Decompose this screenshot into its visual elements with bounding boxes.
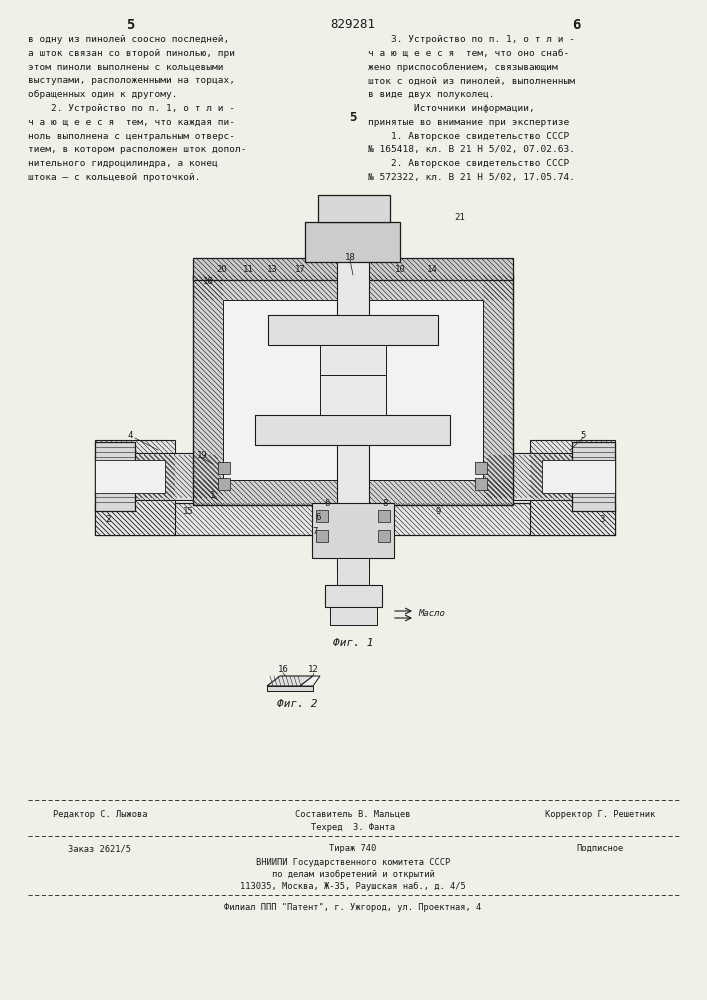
- Text: Редактор С. Лыжова: Редактор С. Лыжова: [53, 810, 147, 819]
- Polygon shape: [572, 442, 615, 511]
- Polygon shape: [300, 676, 320, 686]
- Text: тием, в котором расположен шток допол-: тием, в котором расположен шток допол-: [28, 145, 247, 154]
- Text: 5: 5: [580, 430, 585, 440]
- Text: 3. Устройство по п. 1, о т л и -: 3. Устройство по п. 1, о т л и -: [368, 35, 575, 44]
- Text: Составитель В. Мальцев: Составитель В. Мальцев: [296, 810, 411, 819]
- Text: этом пиноли выполнены с кольцевыми: этом пиноли выполнены с кольцевыми: [28, 63, 223, 72]
- Polygon shape: [218, 462, 230, 474]
- Text: 6: 6: [315, 514, 321, 522]
- Text: № 572322, кл. В 21 Н 5/02, 17.05.74.: № 572322, кл. В 21 Н 5/02, 17.05.74.: [368, 173, 575, 182]
- Text: обращенных один к другому.: обращенных один к другому.: [28, 90, 177, 99]
- Text: 5: 5: [126, 18, 134, 32]
- Polygon shape: [95, 440, 175, 535]
- Text: 16: 16: [278, 664, 288, 674]
- Text: 16: 16: [203, 277, 214, 286]
- Text: Корректор Г. Решетник: Корректор Г. Решетник: [545, 810, 655, 819]
- Polygon shape: [267, 686, 313, 691]
- Text: а шток связан со второй пинолью, при: а шток связан со второй пинолью, при: [28, 49, 235, 58]
- Polygon shape: [255, 415, 450, 445]
- Text: 14: 14: [426, 265, 438, 274]
- Text: 15: 15: [182, 508, 194, 516]
- Text: 4: 4: [127, 430, 133, 440]
- Text: 8: 8: [382, 498, 387, 508]
- Text: ВНИИПИ Государственного комитета СССР: ВНИИПИ Государственного комитета СССР: [256, 858, 450, 867]
- Text: выступами, расположенными на торцах,: выступами, расположенными на торцах,: [28, 76, 235, 85]
- Text: 20: 20: [216, 265, 228, 274]
- Polygon shape: [378, 510, 390, 522]
- Text: 7: 7: [312, 528, 317, 536]
- Text: 6: 6: [572, 18, 580, 32]
- Polygon shape: [475, 462, 487, 474]
- Text: нительного гидроцилиндра, а конец: нительного гидроцилиндра, а конец: [28, 159, 218, 168]
- Text: ноль выполнена с центральным отверс-: ноль выполнена с центральным отверс-: [28, 132, 235, 141]
- Polygon shape: [530, 440, 615, 535]
- Text: Фиг. 2: Фиг. 2: [276, 699, 317, 709]
- Text: в виде двух полуколец.: в виде двух полуколец.: [368, 90, 494, 99]
- Polygon shape: [337, 205, 369, 570]
- Text: Тираж 740: Тираж 740: [329, 844, 377, 853]
- Text: 10: 10: [395, 265, 405, 274]
- Polygon shape: [337, 558, 369, 585]
- Text: 2: 2: [105, 516, 111, 524]
- Text: 6: 6: [325, 498, 329, 508]
- Polygon shape: [223, 300, 483, 480]
- Polygon shape: [316, 530, 328, 542]
- Polygon shape: [95, 503, 615, 535]
- Polygon shape: [325, 585, 382, 607]
- Text: 19: 19: [197, 452, 207, 460]
- Text: принятые во внимание при экспертизе: принятые во внимание при экспертизе: [368, 118, 569, 127]
- Polygon shape: [95, 442, 135, 511]
- Text: шток с одной из пинолей, выполненным: шток с одной из пинолей, выполненным: [368, 76, 575, 85]
- Text: Техред  З. Фанта: Техред З. Фанта: [311, 823, 395, 832]
- Text: 2. Авторское свидетельство СССР: 2. Авторское свидетельство СССР: [368, 159, 569, 168]
- Text: Масло: Масло: [418, 609, 445, 618]
- Polygon shape: [485, 453, 615, 500]
- Text: Заказ 2621/5: Заказ 2621/5: [69, 844, 132, 853]
- Polygon shape: [193, 275, 513, 505]
- Text: Источники информации,: Источники информации,: [368, 104, 534, 113]
- Polygon shape: [378, 530, 390, 542]
- Text: 12: 12: [308, 664, 318, 674]
- Text: ч а ю щ е е с я  тем, что оно снаб-: ч а ю щ е е с я тем, что оно снаб-: [368, 49, 569, 58]
- Polygon shape: [312, 503, 394, 558]
- Polygon shape: [267, 676, 313, 686]
- Text: 2. Устройство по п. 1, о т л и -: 2. Устройство по п. 1, о т л и -: [28, 104, 235, 113]
- Polygon shape: [193, 258, 513, 280]
- Polygon shape: [318, 195, 390, 222]
- Text: № 165418, кл. В 21 Н 5/02, 07.02.63.: № 165418, кл. В 21 Н 5/02, 07.02.63.: [368, 145, 575, 154]
- Text: Фиг. 1: Фиг. 1: [333, 638, 373, 648]
- Text: 113035, Москва, Ж-35, Раушская наб., д. 4/5: 113035, Москва, Ж-35, Раушская наб., д. …: [240, 882, 466, 891]
- Polygon shape: [268, 315, 438, 345]
- Text: Подписное: Подписное: [576, 844, 624, 853]
- Text: 13: 13: [267, 265, 277, 274]
- Text: 1. Авторское свидетельство СССР: 1. Авторское свидетельство СССР: [368, 132, 569, 141]
- Text: 18: 18: [344, 253, 356, 262]
- Polygon shape: [320, 375, 386, 415]
- Polygon shape: [316, 510, 328, 522]
- Polygon shape: [218, 478, 230, 490]
- Polygon shape: [330, 607, 377, 625]
- Text: 17: 17: [295, 265, 305, 274]
- Text: 1: 1: [210, 490, 216, 499]
- Polygon shape: [95, 460, 165, 493]
- Polygon shape: [95, 453, 220, 500]
- Polygon shape: [475, 478, 487, 490]
- Text: ч а ю щ е е с я  тем, что каждая пи-: ч а ю щ е е с я тем, что каждая пи-: [28, 118, 235, 127]
- Text: по делам изобретений и открытий: по делам изобретений и открытий: [271, 870, 434, 879]
- Text: 9: 9: [436, 508, 440, 516]
- Text: 3: 3: [600, 516, 604, 524]
- Text: 11: 11: [243, 265, 253, 274]
- Text: 829281: 829281: [330, 18, 375, 31]
- Polygon shape: [320, 345, 386, 375]
- Polygon shape: [542, 460, 615, 493]
- Text: штока – с кольцевой проточкой.: штока – с кольцевой проточкой.: [28, 173, 201, 182]
- Text: в одну из пинолей соосно последней,: в одну из пинолей соосно последней,: [28, 35, 229, 44]
- Polygon shape: [305, 222, 400, 262]
- Text: 5: 5: [349, 111, 357, 124]
- Text: Филиал ППП "Патент", г. Ужгород, ул. Проектная, 4: Филиал ППП "Патент", г. Ужгород, ул. Про…: [224, 903, 481, 912]
- Text: жено приспособлением, связывающим: жено приспособлением, связывающим: [368, 63, 558, 72]
- Text: 21: 21: [455, 213, 465, 222]
